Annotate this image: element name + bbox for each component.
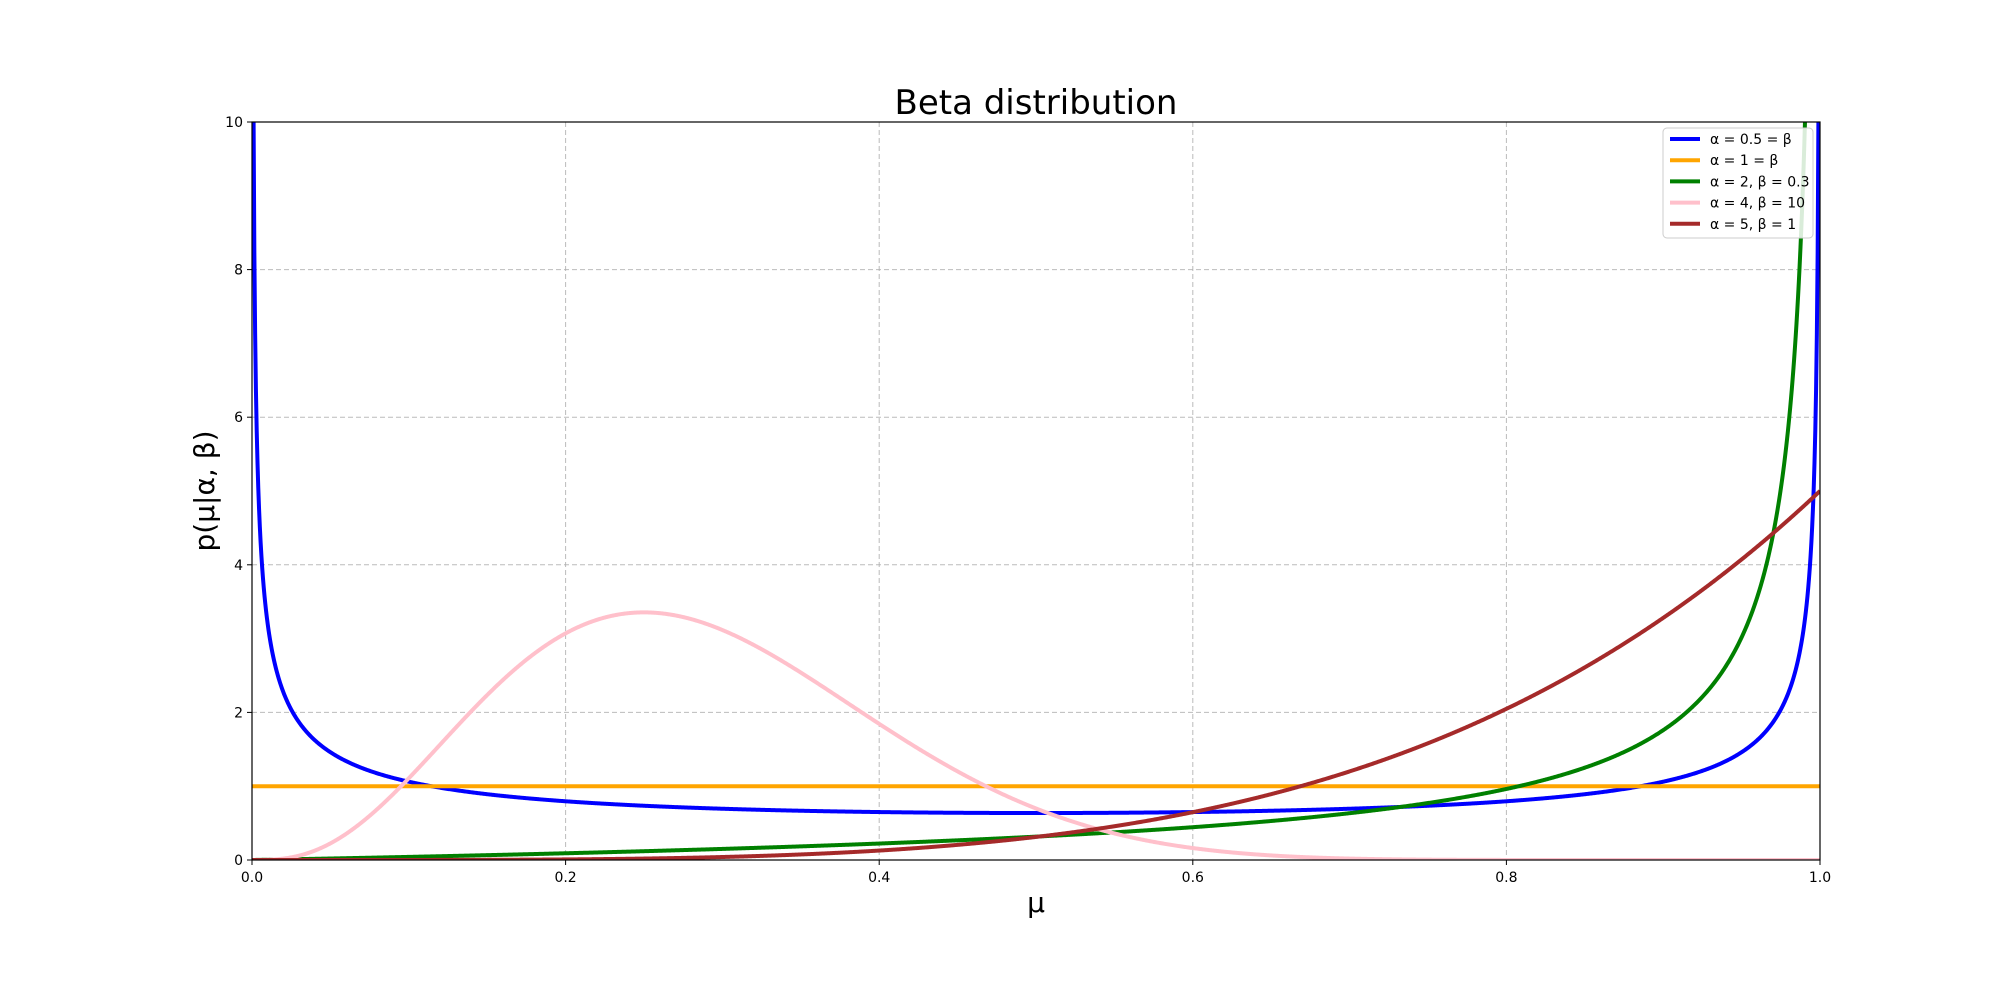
x-tick-label: 0.6: [1182, 870, 1204, 886]
x-tick-label: 0.4: [868, 870, 890, 886]
x-axis-ticks: 0.0 0.2 0.4 0.6 0.8 1.0: [241, 860, 1831, 886]
legend-box: [1662, 127, 1814, 239]
series-line-0-5: [252, 122, 1820, 816]
legend-label-2-0-3: α = 2, β = 0.3: [1710, 174, 1810, 190]
y-axis-ticks: 0 2 4 6 8 10: [225, 115, 252, 869]
chart-title: Beta distribution: [895, 83, 1178, 123]
y-tick-label: 10: [225, 115, 243, 131]
y-tick-label: 0: [234, 853, 243, 869]
x-axis-label: μ: [1027, 886, 1045, 919]
legend-label-4-10: α = 4, β = 10: [1710, 196, 1805, 212]
x-tick-label: 0.8: [1495, 870, 1517, 886]
legend: α = 0.5 = β α = 1 = β α = 2, β = 0.3 α = 4,…: [1662, 127, 1814, 239]
grid-lines: [252, 122, 1820, 860]
legend-label-0-5: α = 0.5 = β: [1710, 132, 1792, 148]
series-line-4-10: [252, 610, 1820, 860]
series-lines: [252, 122, 1820, 860]
y-tick-label: 8: [234, 263, 243, 279]
x-tick-label: 0.0: [241, 870, 263, 886]
plot-frame: [251, 121, 1821, 861]
y-tick-label: 2: [234, 705, 243, 721]
series-line-5-1: [252, 489, 1820, 860]
legend-label-5-1: α = 5, β = 1: [1710, 217, 1796, 233]
y-tick-label: 6: [234, 410, 243, 426]
x-tick-label: 0.2: [554, 870, 576, 886]
legend-label-1: α = 1 = β: [1710, 153, 1778, 169]
y-tick-label: 4: [234, 558, 243, 574]
y-axis-label: p(μ|α, β): [188, 431, 221, 552]
series-line-2-0-3: [252, 122, 1807, 860]
x-tick-label: 1.0: [1809, 870, 1831, 886]
